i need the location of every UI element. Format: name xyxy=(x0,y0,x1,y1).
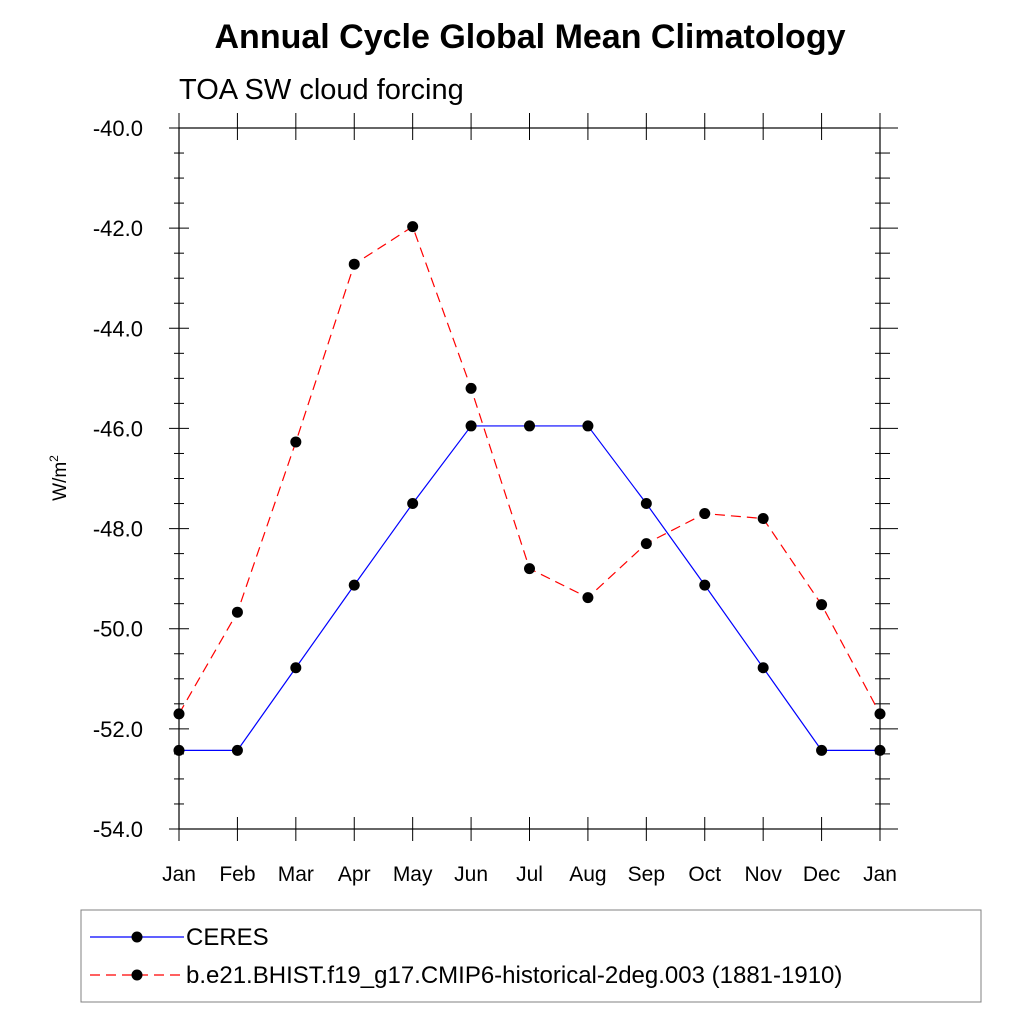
legend-label: b.e21.BHIST.f19_g17.CMIP6-historical-2de… xyxy=(186,962,842,989)
x-tick-label: Jan xyxy=(162,863,196,886)
legend: CERES b.e21.BHIST.f19_g17.CMIP6-historica… xyxy=(90,924,842,989)
chart-title: Annual Cycle Global Mean Climatology xyxy=(215,18,846,56)
y-tick-labels: -40.0 -42.0 -44.0 -46.0 -48.0 -50.0 -52.0 -54.0 xyxy=(93,116,143,842)
y-tick-label: -52.0 xyxy=(93,717,143,742)
data-point xyxy=(173,708,185,720)
data-point xyxy=(816,599,828,611)
y-axis-label-text: W/m xyxy=(50,462,71,501)
x-tick-label: Jun xyxy=(454,863,488,886)
x-tick-label: Jan xyxy=(863,863,897,886)
x-tick-label: Mar xyxy=(278,863,314,886)
data-point xyxy=(524,420,535,432)
plot-area-frame xyxy=(178,127,881,830)
data-point xyxy=(757,662,769,674)
y-axis-label: W/m2 xyxy=(47,455,71,501)
data-point xyxy=(465,382,477,394)
data-point xyxy=(290,662,302,674)
x-tick-label: Sep xyxy=(628,863,665,886)
y-tick-label: -54.0 xyxy=(93,817,143,842)
series-2 xyxy=(173,221,886,720)
y-axis-label-superscript: 2 xyxy=(47,455,61,462)
y-tick-label: -50.0 xyxy=(93,617,143,642)
x-tick-label: Aug xyxy=(569,863,606,886)
legend-label: CERES xyxy=(186,924,269,951)
data-point xyxy=(640,498,652,510)
data-point xyxy=(524,563,535,575)
data-point xyxy=(465,420,477,432)
data-point xyxy=(348,579,360,591)
data-point xyxy=(407,221,419,233)
data-point xyxy=(348,258,360,270)
series-1 xyxy=(173,420,886,756)
x-tick-label: Jul xyxy=(516,863,543,886)
axis-ticks xyxy=(169,113,898,841)
chart-subtitle: TOA SW cloud forcing xyxy=(179,74,464,106)
legend-box xyxy=(80,909,982,1003)
x-tick-label: Nov xyxy=(744,863,782,886)
data-point xyxy=(231,606,243,618)
x-tick-label: Apr xyxy=(338,863,371,886)
data-point xyxy=(757,513,769,525)
data-point xyxy=(290,436,302,448)
y-tick-label: -46.0 xyxy=(93,416,143,441)
x-tick-label: Oct xyxy=(688,863,721,886)
legend-marker xyxy=(131,969,143,981)
data-point xyxy=(582,420,594,432)
data-point xyxy=(874,708,886,720)
x-tick-labels: Jan Feb Mar Apr May Jun Jul Aug Sep Oct Nov Dec Jan xyxy=(162,863,897,886)
data-point xyxy=(874,744,886,756)
x-tick-label: Feb xyxy=(219,863,255,886)
y-tick-label: -44.0 xyxy=(93,316,143,341)
data-point xyxy=(699,579,711,591)
y-tick-label: -48.0 xyxy=(93,517,143,542)
y-tick-label: -42.0 xyxy=(93,216,143,241)
y-tick-label: -40.0 xyxy=(93,116,143,141)
data-point xyxy=(173,744,185,756)
series-line xyxy=(178,225,881,715)
data-point xyxy=(407,498,419,510)
data-point xyxy=(582,592,594,604)
data-point xyxy=(640,538,652,550)
data-point xyxy=(816,744,828,756)
x-tick-label: Dec xyxy=(803,863,840,886)
data-point xyxy=(699,508,711,520)
x-tick-label: May xyxy=(393,863,433,886)
legend-marker xyxy=(131,931,143,943)
data-point xyxy=(231,744,243,756)
series-layer xyxy=(173,221,886,756)
